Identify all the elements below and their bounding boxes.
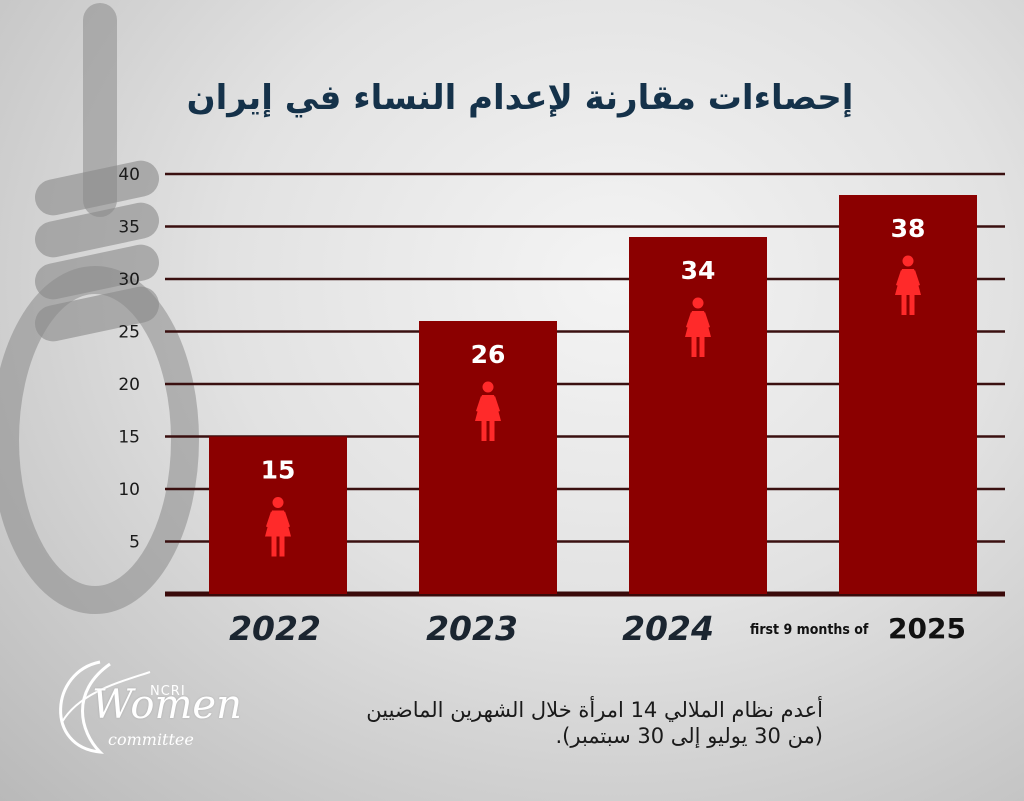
logo-swirl-icon <box>59 660 151 754</box>
woman-icon <box>685 297 711 357</box>
value-label: 15 <box>261 456 296 485</box>
bar-2024 <box>629 237 767 594</box>
x-tick-label: 2023 <box>426 609 518 648</box>
woman-icon <box>895 255 921 315</box>
bar-2025 <box>839 195 977 594</box>
y-tick-label: 5 <box>129 533 140 553</box>
y-tick-label: 25 <box>118 323 140 343</box>
y-tick-label: 30 <box>118 270 140 290</box>
woman-icon <box>475 381 501 441</box>
note-year: 2025 <box>888 612 966 645</box>
woman-icon <box>265 497 291 557</box>
y-tick-label: 20 <box>118 375 140 395</box>
y-tick-label: 10 <box>118 480 140 500</box>
value-label: 26 <box>471 340 506 369</box>
logo-women: Women <box>92 682 242 728</box>
logo-ncri: NCRI <box>150 684 186 699</box>
footer-line-1: أعدم نظام الملالي 14 امرأة خلال الشهرين … <box>366 698 823 722</box>
x-tick-label: 2022 <box>229 609 321 648</box>
y-tick-label: 40 <box>118 165 140 185</box>
logo-committee: committee <box>108 730 194 749</box>
note-first-9-months: first 9 months of <box>750 622 869 638</box>
y-tick-label: 35 <box>118 218 140 238</box>
bar-2023 <box>419 321 557 594</box>
bars: 15 26 34 38 <box>209 195 977 594</box>
footer-text: أعدم نظام الملالي 14 امرأة خلال الشهرين … <box>255 697 823 749</box>
footer-line-2: (من 30 يوليو إلى 30 سبتمبر). <box>555 724 823 748</box>
x-tick-label: 2024 <box>622 609 714 648</box>
y-tick-label: 15 <box>118 428 140 448</box>
chart-title: إحصاءات مقارنة لإعدام النساء في إيران <box>186 78 854 118</box>
value-label: 38 <box>891 214 926 243</box>
value-label: 34 <box>681 256 716 285</box>
y-axis-ticks: 5 10 15 20 25 30 35 40 <box>118 165 140 553</box>
x-axis-labels: 2022 2023 2024 <box>229 609 714 648</box>
ncri-women-committee-logo: NCRI Women committee <box>40 652 242 762</box>
